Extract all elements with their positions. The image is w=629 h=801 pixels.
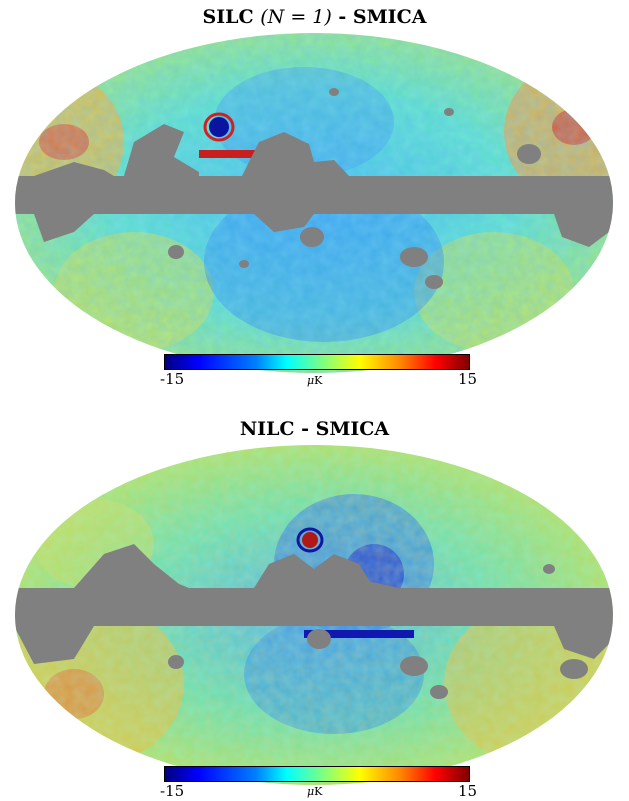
title-suffix: - SMICA bbox=[331, 6, 427, 28]
title-prefix: NILC - SMICA bbox=[239, 418, 390, 440]
colorbar-unit: μK bbox=[307, 786, 322, 798]
colorbar-unit: μK bbox=[307, 375, 322, 387]
map-panel-nilc: NILC - SMICA bbox=[0, 400, 629, 801]
title-math: (N = 1) bbox=[260, 6, 332, 28]
unit-mu: μ bbox=[307, 374, 315, 387]
mollweide-map bbox=[15, 33, 613, 373]
colorbar bbox=[164, 766, 470, 782]
panel-title: NILC - SMICA bbox=[0, 419, 629, 439]
panel-title: SILC (N = 1) - SMICA bbox=[0, 7, 629, 27]
colorbar-max-label: 15 bbox=[458, 370, 478, 388]
title-prefix: SILC bbox=[202, 6, 261, 28]
unit-k: K bbox=[314, 374, 323, 387]
mollweide-map bbox=[15, 445, 613, 785]
colorbar-min-label: -15 bbox=[160, 782, 185, 800]
unit-mu: μ bbox=[307, 785, 315, 798]
unit-k: K bbox=[314, 785, 323, 798]
colorbar-min-label: -15 bbox=[160, 370, 185, 388]
map-panel-silc: SILC (N = 1) - SMICA bbox=[0, 0, 629, 400]
colorbar bbox=[164, 354, 470, 370]
colorbar-max-label: 15 bbox=[458, 782, 478, 800]
